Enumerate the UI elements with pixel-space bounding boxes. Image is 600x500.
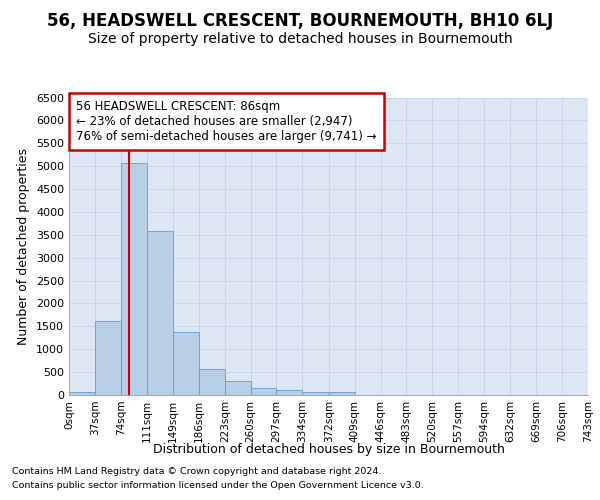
Bar — [302, 392, 329, 395]
Text: 56, HEADSWELL CRESCENT, BOURNEMOUTH, BH10 6LJ: 56, HEADSWELL CRESCENT, BOURNEMOUTH, BH1… — [47, 12, 553, 30]
Bar — [225, 382, 251, 395]
Bar — [329, 392, 355, 395]
Bar — [69, 392, 95, 395]
Bar — [121, 162, 146, 395]
Text: 56 HEADSWELL CRESCENT: 86sqm
← 23% of detached houses are smaller (2,947)
76% of: 56 HEADSWELL CRESCENT: 86sqm ← 23% of de… — [76, 100, 376, 143]
Bar — [173, 332, 199, 395]
Y-axis label: Number of detached properties: Number of detached properties — [17, 148, 31, 345]
Bar — [251, 388, 277, 395]
Text: Contains public sector information licensed under the Open Government Licence v3: Contains public sector information licen… — [12, 481, 424, 490]
Bar — [146, 232, 173, 395]
Bar — [199, 368, 225, 395]
Text: Contains HM Land Registry data © Crown copyright and database right 2024.: Contains HM Land Registry data © Crown c… — [12, 468, 382, 476]
Bar — [95, 320, 121, 395]
Bar — [277, 390, 302, 395]
Text: Distribution of detached houses by size in Bournemouth: Distribution of detached houses by size … — [153, 442, 505, 456]
Text: Size of property relative to detached houses in Bournemouth: Size of property relative to detached ho… — [88, 32, 512, 46]
